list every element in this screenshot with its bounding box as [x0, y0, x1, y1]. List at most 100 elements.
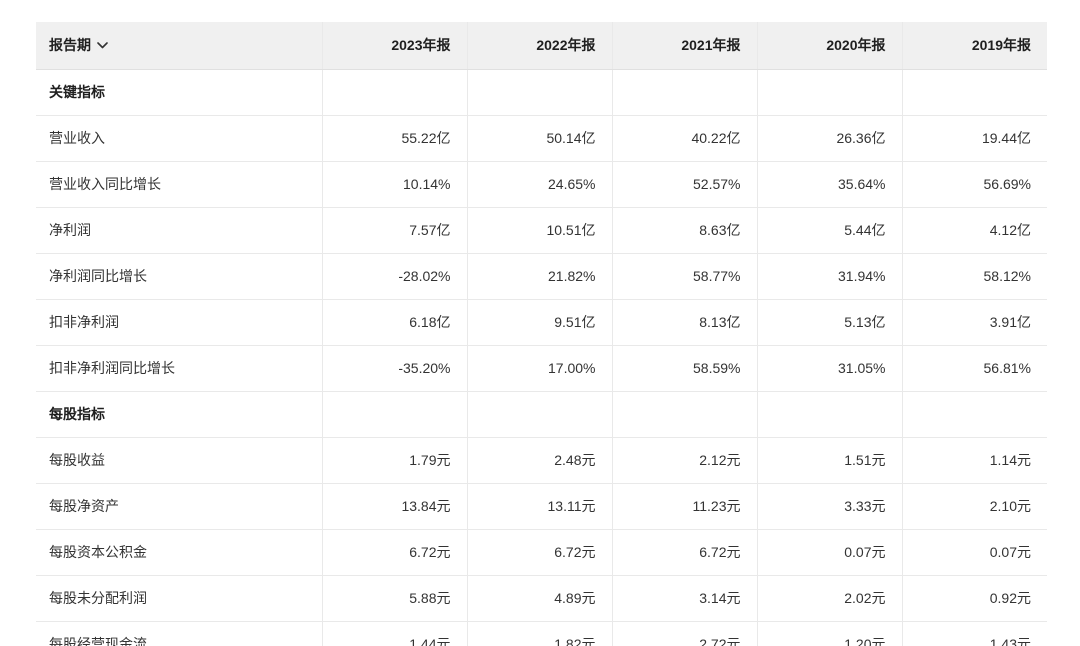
cell-value: 1.20元: [757, 621, 903, 646]
cell-value: 1.44元: [322, 621, 468, 646]
cell-value: 1.14元: [902, 437, 1047, 484]
cell-value: 5.13亿: [757, 299, 903, 346]
table-body: 关键指标 营业收入 55.22亿 50.14亿 40.22亿 26.36亿 19…: [36, 69, 1047, 646]
header-row: 报告期 2023年报 2022年报 2021年报 2020年报 2019年报: [36, 22, 1047, 70]
cell-value: [612, 391, 758, 438]
report-period-dropdown[interactable]: 报告期: [49, 35, 108, 55]
table-row: 每股经营现金流 1.44元 1.82元 2.72元 1.20元 1.43元: [36, 621, 1047, 646]
cell-value: [467, 391, 613, 438]
row-label: 扣非净利润: [36, 299, 323, 346]
cell-value: 7.57亿: [322, 207, 468, 254]
table-row: 每股收益 1.79元 2.48元 2.12元 1.51元 1.14元: [36, 437, 1047, 484]
column-header-year: 2023年报: [322, 22, 468, 70]
cell-value: 4.12亿: [902, 207, 1047, 254]
row-label: 每股指标: [36, 391, 323, 438]
table-row: 营业收入 55.22亿 50.14亿 40.22亿 26.36亿 19.44亿: [36, 115, 1047, 162]
cell-value: 31.05%: [757, 345, 903, 392]
cell-value: 8.13亿: [612, 299, 758, 346]
cell-value: 8.63亿: [612, 207, 758, 254]
column-header-year: 2021年报: [612, 22, 758, 70]
cell-value: 1.82元: [467, 621, 613, 646]
table-row: 每股未分配利润 5.88元 4.89元 3.14元 2.02元 0.92元: [36, 575, 1047, 622]
cell-value: 6.72元: [612, 529, 758, 576]
cell-value: 3.14元: [612, 575, 758, 622]
report-period-label: 报告期: [49, 37, 91, 54]
cell-value: 24.65%: [467, 161, 613, 208]
cell-value: 1.43元: [902, 621, 1047, 646]
table-row: 关键指标: [36, 69, 1047, 116]
cell-value: 35.64%: [757, 161, 903, 208]
cell-value: 11.23元: [612, 483, 758, 530]
cell-value: 4.89元: [467, 575, 613, 622]
cell-value: [322, 391, 468, 438]
cell-value: 19.44亿: [902, 115, 1047, 162]
cell-value: -35.20%: [322, 345, 468, 392]
cell-value: [757, 69, 903, 116]
cell-value: [902, 69, 1047, 116]
cell-value: 13.84元: [322, 483, 468, 530]
cell-value: [757, 391, 903, 438]
cell-value: [467, 69, 613, 116]
cell-value: 31.94%: [757, 253, 903, 300]
cell-value: 6.72元: [322, 529, 468, 576]
column-header-year: 2020年报: [757, 22, 903, 70]
cell-value: 0.92元: [902, 575, 1047, 622]
row-label: 关键指标: [36, 69, 323, 116]
cell-value: 2.10元: [902, 483, 1047, 530]
cell-value: 0.07元: [757, 529, 903, 576]
cell-value: 0.07元: [902, 529, 1047, 576]
cell-value: 50.14亿: [467, 115, 613, 162]
cell-value: 56.81%: [902, 345, 1047, 392]
cell-value: 1.79元: [322, 437, 468, 484]
cell-value: 2.72元: [612, 621, 758, 646]
table-row: 扣非净利润 6.18亿 9.51亿 8.13亿 5.13亿 3.91亿: [36, 299, 1047, 346]
cell-value: 3.33元: [757, 483, 903, 530]
cell-value: 55.22亿: [322, 115, 468, 162]
cell-value: 58.12%: [902, 253, 1047, 300]
row-label: 每股资本公积金: [36, 529, 323, 576]
cell-value: 13.11元: [467, 483, 613, 530]
row-label: 扣非净利润同比增长: [36, 345, 323, 392]
table-row: 净利润 7.57亿 10.51亿 8.63亿 5.44亿 4.12亿: [36, 207, 1047, 254]
cell-value: 9.51亿: [467, 299, 613, 346]
row-label: 每股未分配利润: [36, 575, 323, 622]
cell-value: 40.22亿: [612, 115, 758, 162]
column-header-year: 2019年报: [902, 22, 1047, 70]
report-period-header[interactable]: 报告期: [36, 22, 323, 70]
cell-value: 21.82%: [467, 253, 613, 300]
table-row: 每股资本公积金 6.72元 6.72元 6.72元 0.07元 0.07元: [36, 529, 1047, 576]
cell-value: -28.02%: [322, 253, 468, 300]
financial-report-table: 报告期 2023年报 2022年报 2021年报 2020年报 2019年报 关…: [36, 22, 1047, 646]
cell-value: [612, 69, 758, 116]
cell-value: 52.57%: [612, 161, 758, 208]
row-label: 净利润同比增长: [36, 253, 323, 300]
cell-value: 1.51元: [757, 437, 903, 484]
cell-value: 17.00%: [467, 345, 613, 392]
cell-value: 10.51亿: [467, 207, 613, 254]
table-row: 每股净资产 13.84元 13.11元 11.23元 3.33元 2.10元: [36, 483, 1047, 530]
cell-value: 2.02元: [757, 575, 903, 622]
table-header: 报告期 2023年报 2022年报 2021年报 2020年报 2019年报: [36, 22, 1047, 70]
cell-value: 58.59%: [612, 345, 758, 392]
cell-value: 2.48元: [467, 437, 613, 484]
cell-value: 58.77%: [612, 253, 758, 300]
table-row: 净利润同比增长 -28.02% 21.82% 58.77% 31.94% 58.…: [36, 253, 1047, 300]
cell-value: 6.18亿: [322, 299, 468, 346]
row-label: 每股净资产: [36, 483, 323, 530]
table-row: 营业收入同比增长 10.14% 24.65% 52.57% 35.64% 56.…: [36, 161, 1047, 208]
row-label: 营业收入同比增长: [36, 161, 323, 208]
financial-table-container: 报告期 2023年报 2022年报 2021年报 2020年报 2019年报 关…: [36, 22, 1047, 646]
column-header-year: 2022年报: [467, 22, 613, 70]
row-label: 营业收入: [36, 115, 323, 162]
cell-value: 2.12元: [612, 437, 758, 484]
cell-value: 10.14%: [322, 161, 468, 208]
row-label: 净利润: [36, 207, 323, 254]
cell-value: 56.69%: [902, 161, 1047, 208]
table-row: 扣非净利润同比增长 -35.20% 17.00% 58.59% 31.05% 5…: [36, 345, 1047, 392]
cell-value: 26.36亿: [757, 115, 903, 162]
cell-value: 5.88元: [322, 575, 468, 622]
row-label: 每股收益: [36, 437, 323, 484]
cell-value: 6.72元: [467, 529, 613, 576]
cell-value: 3.91亿: [902, 299, 1047, 346]
